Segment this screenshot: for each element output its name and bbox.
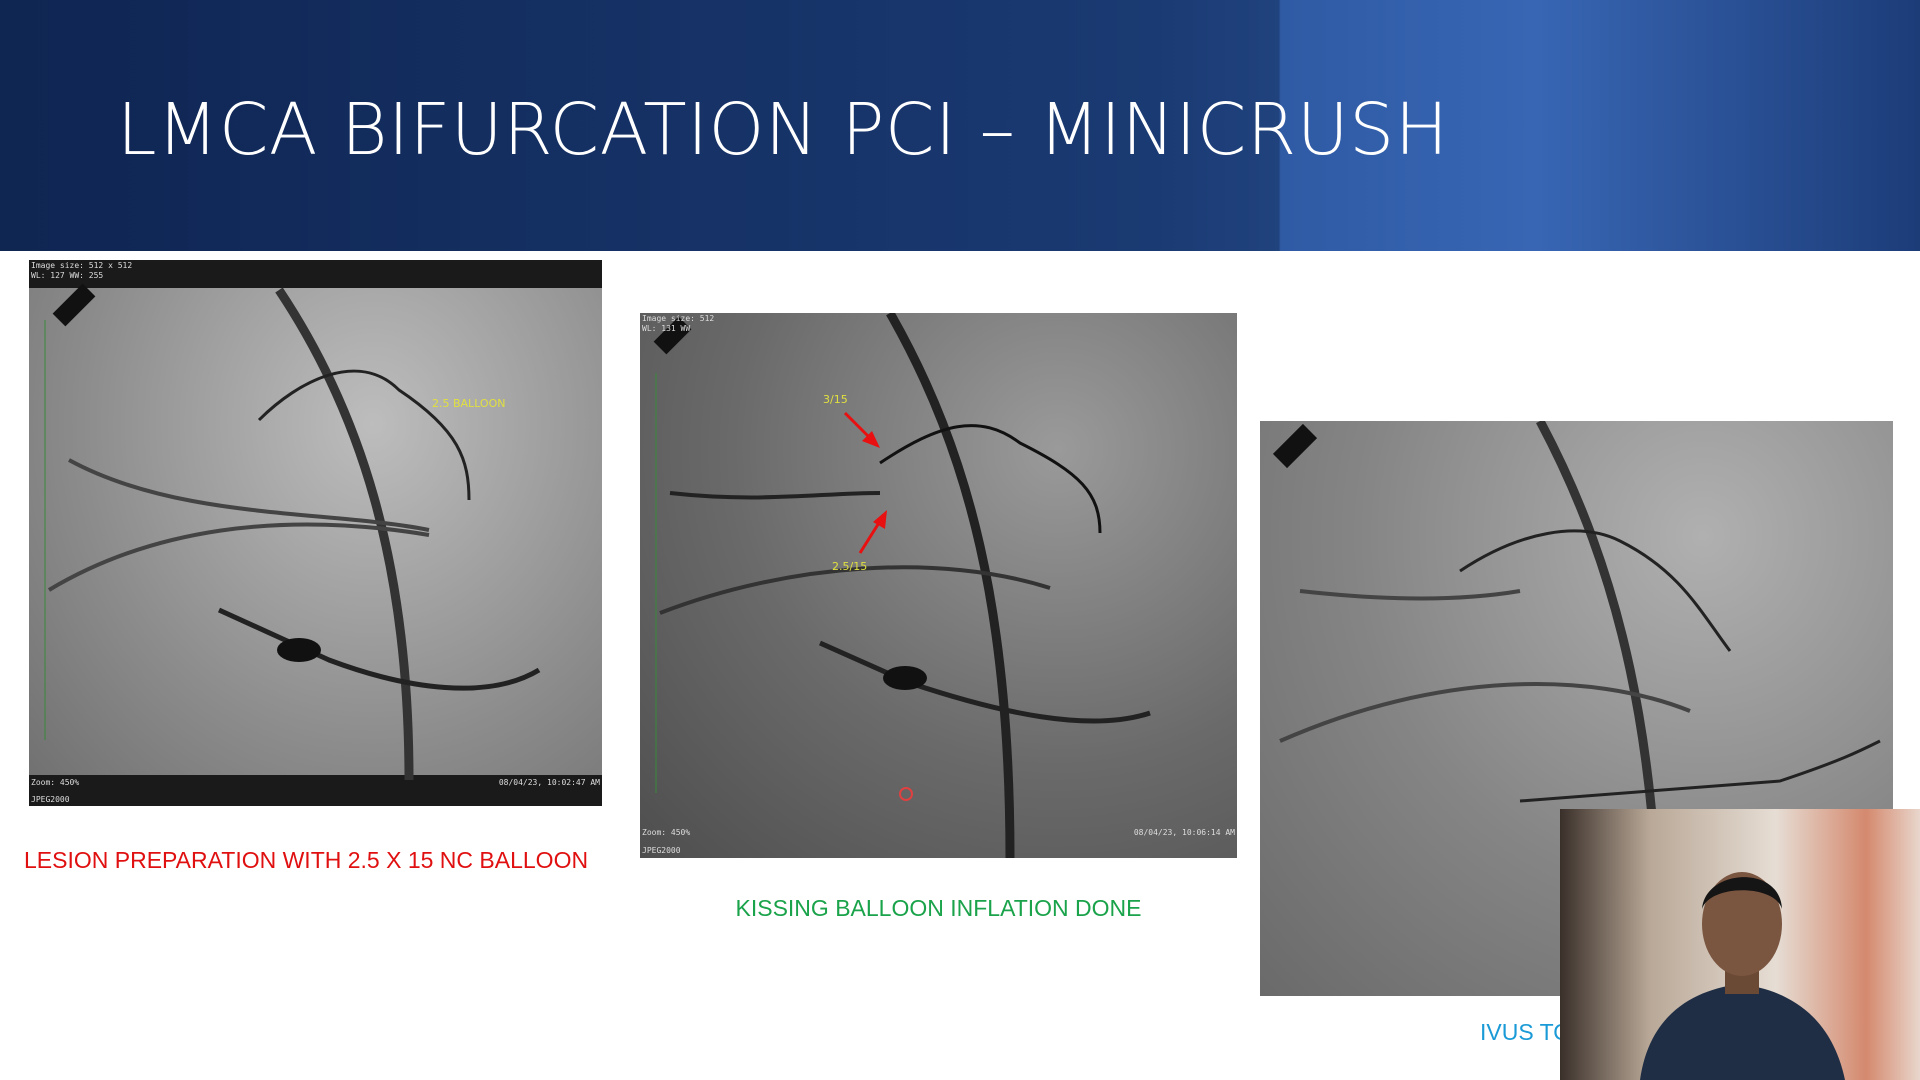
annotation: 2.5 BALLOON: [432, 397, 506, 410]
overlay-text: WL: 127 WW: 255: [31, 271, 104, 280]
overlay-text: JPEG2000: [642, 846, 681, 855]
angiogram-2: Image size: 512 WL: 131 WW Zoom: 450% 08…: [640, 313, 1237, 858]
overlay-text: Zoom: 450%: [642, 828, 691, 837]
header-band: LMCA BIFURCATION PCI – MINICRUSH: [0, 0, 1920, 251]
overlay-text: WL: 131 WW: [642, 324, 691, 333]
overlay-text: Image size: 512: [642, 314, 715, 323]
vessels: [29, 260, 602, 806]
angiogram-1: Image size: 512 x 512 WL: 127 WW: 255 Zo…: [29, 260, 602, 806]
vessels: [653, 313, 1151, 858]
presenter: [1640, 872, 1845, 1080]
caption: IVUS TO: [1480, 1019, 1572, 1045]
overlay-text: 08/04/23, 10:02:47 AM: [498, 778, 600, 787]
slide-title: LMCA BIFURCATION PCI – MINICRUSH: [117, 88, 1449, 171]
webcam-video: [1560, 809, 1920, 1080]
annotation: 2.5/15: [832, 560, 868, 573]
overlay-text: 08/04/23, 10:06:14 AM: [1133, 828, 1235, 837]
overlay-text: JPEG2000: [31, 795, 70, 804]
overlay-text: Zoom: 450%: [31, 778, 80, 787]
caption: KISSING BALLOON INFLATION DONE: [735, 895, 1142, 921]
overlay-text: Image size: 512 x 512: [31, 261, 133, 270]
caption: LESION PREPARATION WITH 2.5 X 15 NC BALL…: [24, 847, 589, 873]
annotation: 3/15: [823, 393, 848, 406]
